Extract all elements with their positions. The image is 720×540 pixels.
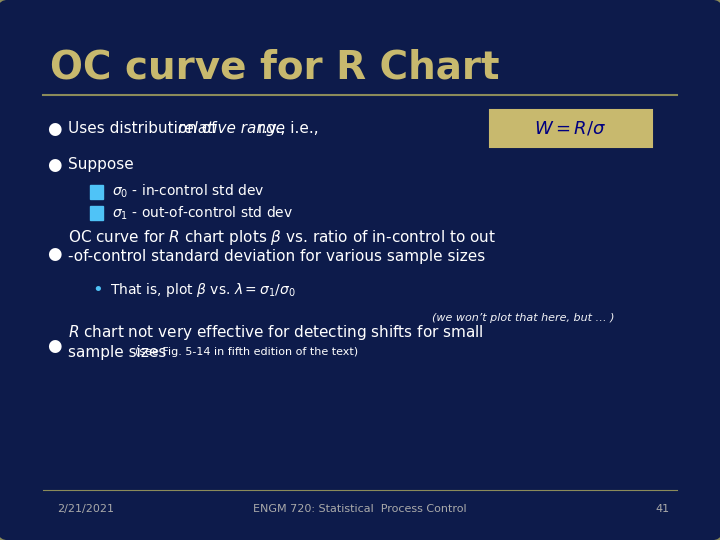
Text: 41: 41 [655, 504, 670, 514]
Bar [90, 185, 103, 199]
Text: (see Fig. 5-14 in fifth edition of the text): (see Fig. 5-14 in fifth edition of the t… [135, 347, 359, 357]
Text: •: • [92, 281, 103, 299]
Bar [90, 206, 103, 220]
Text: ●: ● [47, 245, 61, 263]
Text: sample sizes: sample sizes [68, 345, 171, 360]
Text: Uses distribution of: Uses distribution of [68, 121, 222, 136]
Text: ●: ● [47, 156, 61, 174]
FancyBboxPatch shape [490, 110, 652, 147]
Text: $R$ chart not very effective for detecting shifts for small: $R$ chart not very effective for detecti… [68, 322, 484, 342]
Text: relative range: relative range [178, 121, 285, 136]
Text: ●: ● [47, 336, 61, 355]
Text: 2/21/2021: 2/21/2021 [58, 504, 114, 514]
Text: ENGM 720: Statistical  Process Control: ENGM 720: Statistical Process Control [253, 504, 467, 514]
Text: ●: ● [47, 119, 61, 138]
Text: OC curve for R Chart: OC curve for R Chart [50, 49, 500, 86]
Text: -of-control standard deviation for various sample sizes: -of-control standard deviation for vario… [68, 249, 486, 264]
Text: Suppose: Suppose [68, 157, 134, 172]
Text: That is, plot $\beta$ vs. $\lambda = \sigma_1/\sigma_0$: That is, plot $\beta$ vs. $\lambda = \si… [110, 281, 296, 299]
Text: $W = R/\sigma$: $W = R/\sigma$ [534, 119, 606, 138]
Text: r.v., i.e.,: r.v., i.e., [253, 121, 318, 136]
Text: $\sigma_0$ - in-control std dev: $\sigma_0$ - in-control std dev [112, 183, 264, 200]
Text: (we won’t plot that here, but … ): (we won’t plot that here, but … ) [432, 313, 614, 322]
Text: OC curve for $R$ chart plots $\beta$ vs. ratio of in-control to out: OC curve for $R$ chart plots $\beta$ vs.… [68, 228, 496, 247]
Text: $\sigma_1$ - out-of-control std dev: $\sigma_1$ - out-of-control std dev [112, 205, 293, 222]
